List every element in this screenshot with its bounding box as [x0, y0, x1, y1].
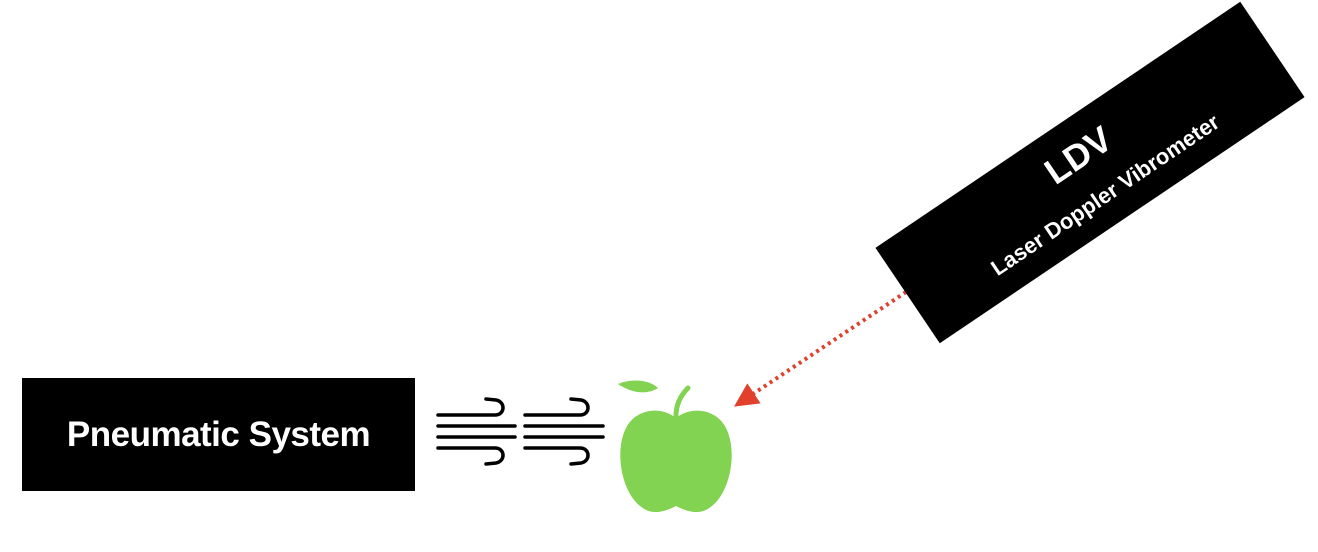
pneumatic-system-label: Pneumatic System	[66, 414, 371, 454]
wind-icon	[436, 397, 517, 466]
pneumatic-system-box: Pneumatic System	[22, 378, 415, 491]
apple-icon	[618, 380, 732, 513]
wind-icon	[523, 397, 605, 466]
laser-beam-arrow	[734, 286, 914, 407]
